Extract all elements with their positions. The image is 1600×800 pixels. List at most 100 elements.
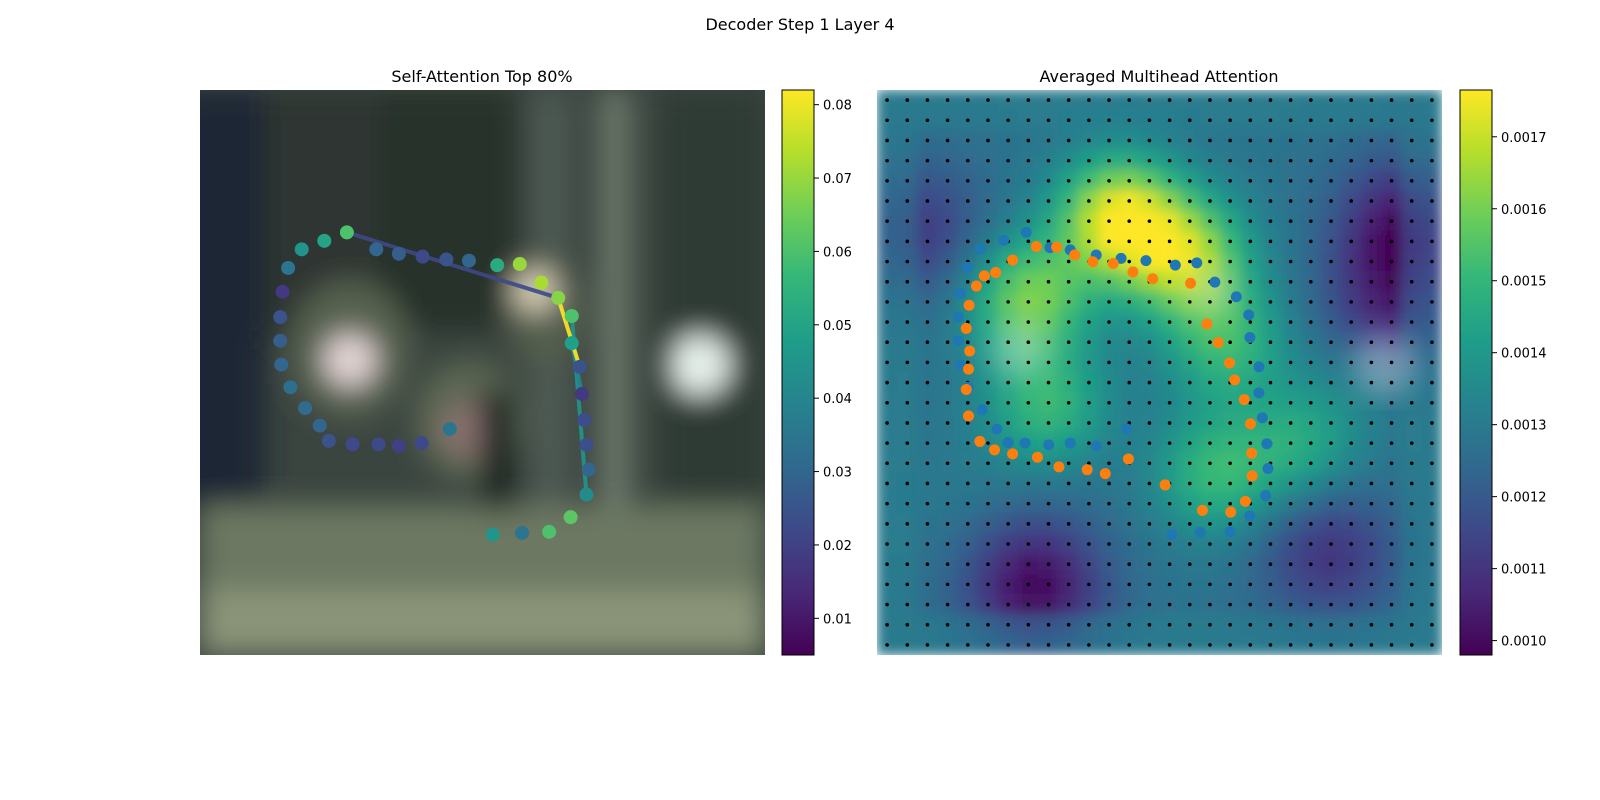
grid-dot bbox=[925, 179, 930, 183]
grid-dot bbox=[1066, 400, 1071, 405]
grid-dot bbox=[1127, 481, 1132, 486]
grid-dot bbox=[1329, 300, 1333, 304]
grid-dot bbox=[1107, 481, 1111, 486]
grid-dot bbox=[1248, 98, 1253, 102]
grid-dot bbox=[1349, 481, 1353, 486]
grid-dot bbox=[945, 179, 950, 183]
grid-dot bbox=[986, 179, 990, 183]
grid-dot bbox=[1329, 320, 1333, 324]
grid-dot bbox=[1006, 622, 1010, 627]
grid-dot bbox=[1107, 118, 1111, 123]
grid-dot bbox=[986, 421, 990, 425]
grid-dot bbox=[945, 542, 950, 546]
grid-dot bbox=[1006, 118, 1010, 123]
grid-dot bbox=[1046, 118, 1051, 123]
attention-edge bbox=[344, 230, 561, 300]
grid-dot bbox=[1288, 98, 1293, 102]
grid-dot bbox=[1268, 179, 1273, 183]
grid-dot bbox=[1208, 118, 1212, 123]
grid-dot bbox=[1066, 542, 1071, 546]
grid-dot bbox=[1369, 320, 1374, 324]
grid-dot bbox=[1409, 380, 1414, 385]
grid-dot bbox=[1208, 400, 1212, 405]
grid-dot bbox=[1066, 340, 1071, 345]
grid-dot bbox=[966, 582, 970, 587]
grid-dot bbox=[1268, 300, 1273, 304]
colorbar-tick-label: 0.05 bbox=[823, 319, 852, 334]
grid-dot bbox=[1046, 421, 1051, 425]
grid-dot bbox=[1107, 138, 1111, 143]
grid-dot bbox=[1167, 340, 1172, 345]
grid-dot bbox=[1248, 118, 1253, 123]
grid-dot bbox=[1167, 179, 1172, 183]
keypoint-blue bbox=[1256, 412, 1268, 424]
grid-dot bbox=[1430, 461, 1434, 466]
grid-dot bbox=[1409, 643, 1414, 647]
grid-dot bbox=[1248, 562, 1253, 566]
grid-dot bbox=[1389, 380, 1394, 385]
attention-point bbox=[564, 336, 579, 351]
grid-dot bbox=[1208, 380, 1212, 385]
grid-dot bbox=[1309, 300, 1313, 304]
grid-dot bbox=[925, 279, 930, 284]
grid-dot bbox=[1430, 279, 1434, 284]
grid-dot bbox=[1066, 481, 1071, 486]
grid-dot bbox=[945, 360, 950, 365]
grid-dot bbox=[885, 279, 889, 284]
grid-dot bbox=[1369, 179, 1374, 183]
grid-dot bbox=[1389, 522, 1394, 526]
grid-dot bbox=[1248, 259, 1253, 264]
grid-dot bbox=[1248, 380, 1253, 385]
grid-dot bbox=[1409, 360, 1414, 365]
grid-dot bbox=[1248, 360, 1253, 365]
grid-dot bbox=[1248, 481, 1253, 486]
grid-dot bbox=[1288, 300, 1293, 304]
grid-dot bbox=[1228, 542, 1232, 546]
grid-dot bbox=[1430, 98, 1434, 102]
grid-dot bbox=[1329, 481, 1333, 486]
colorbar-tick-label: 0.0014 bbox=[1501, 347, 1547, 362]
grid-dot bbox=[1430, 562, 1434, 566]
grid-dot bbox=[905, 279, 910, 284]
grid-dot bbox=[1430, 542, 1434, 546]
attention-point bbox=[371, 437, 386, 452]
grid-dot bbox=[1167, 259, 1172, 264]
grid-dot bbox=[885, 380, 889, 385]
grid-dot bbox=[1087, 219, 1091, 223]
grid-dot bbox=[1026, 259, 1031, 264]
grid-dot bbox=[1228, 522, 1232, 526]
grid-dot bbox=[1329, 643, 1333, 647]
grid-dot bbox=[1288, 400, 1293, 405]
grid-dot bbox=[1329, 98, 1333, 102]
grid-dot bbox=[1309, 481, 1313, 486]
attention-point bbox=[534, 275, 549, 290]
keypoint-orange bbox=[1007, 254, 1019, 266]
keypoint-blue bbox=[952, 311, 964, 323]
grid-dot bbox=[885, 400, 889, 405]
grid-dot bbox=[905, 219, 910, 223]
grid-dot bbox=[1430, 340, 1434, 345]
grid-dot bbox=[1006, 360, 1010, 365]
grid-dot bbox=[1208, 98, 1212, 102]
grid-dot bbox=[1107, 501, 1111, 506]
grid-dot bbox=[1006, 481, 1010, 486]
grid-dot bbox=[1167, 522, 1172, 526]
grid-dot bbox=[1349, 118, 1353, 123]
grid-dot bbox=[986, 602, 990, 607]
grid-dot bbox=[1228, 501, 1232, 506]
grid-dot bbox=[1288, 602, 1293, 607]
attention-point bbox=[551, 290, 566, 305]
grid-dot bbox=[1147, 138, 1152, 143]
grid-dot bbox=[1228, 199, 1232, 203]
grid-dot bbox=[945, 461, 950, 466]
grid-dot bbox=[1006, 179, 1010, 183]
grid-dot bbox=[1167, 582, 1172, 587]
grid-dot bbox=[945, 138, 950, 143]
grid-dot bbox=[1026, 602, 1031, 607]
grid-dot bbox=[1026, 400, 1031, 405]
grid-dot bbox=[1329, 501, 1333, 506]
keypoint-orange bbox=[960, 383, 972, 395]
grid-dot bbox=[986, 320, 990, 324]
grid-dot bbox=[1369, 199, 1374, 203]
grid-dot bbox=[1087, 138, 1091, 143]
